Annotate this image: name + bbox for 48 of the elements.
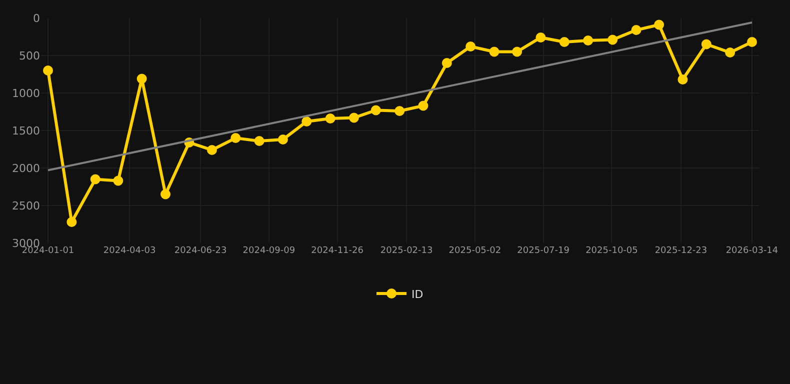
point: [442, 58, 452, 68]
y-tick-label: 1000: [12, 86, 40, 100]
point: [583, 36, 594, 46]
x-tick-label: 2025-10-05: [586, 246, 638, 256]
point: [394, 106, 405, 116]
x-tick-label: 2024-04-03: [103, 246, 156, 256]
point: [302, 116, 312, 126]
x-tick-label: 2025-12-23: [654, 246, 708, 256]
point: [466, 42, 476, 52]
point: [370, 105, 381, 116]
point: [701, 39, 712, 50]
x-tick-label: 2026-03-14: [726, 246, 778, 256]
x-tick-label: 2025-02-13: [380, 246, 433, 256]
y-tick-label: 2000: [12, 162, 40, 175]
x-tick-label: 2024-09-09: [242, 246, 296, 256]
point: [631, 25, 642, 35]
point: [90, 174, 100, 184]
point: [608, 34, 618, 45]
point: [43, 66, 54, 76]
point: [489, 46, 500, 57]
point: [418, 100, 428, 111]
point: [113, 176, 124, 186]
point: [559, 37, 570, 47]
x-tick-label: 2025-07-19: [517, 246, 570, 256]
point: [678, 74, 688, 84]
point: [536, 32, 546, 42]
point: [654, 20, 664, 30]
point: [136, 74, 147, 84]
point: [725, 48, 736, 58]
y-tick-label: 2500: [12, 199, 40, 212]
y-tick-label: 500: [19, 49, 40, 62]
point: [230, 133, 241, 143]
y-tick-label: 0: [33, 12, 40, 25]
y-tick-label: 1500: [12, 124, 40, 138]
x-tick-label: 2024-01-01: [22, 246, 74, 256]
point: [348, 112, 359, 123]
x-tick-label: 2024-06-23: [174, 246, 227, 256]
point: [66, 217, 77, 227]
x-tick-label: 2024-11-26: [311, 246, 364, 256]
point: [278, 134, 288, 144]
point: [325, 114, 336, 124]
point: [512, 46, 522, 57]
point: [206, 145, 217, 155]
legend-label: ID: [412, 288, 424, 301]
x-tick-label: 2025-05-02: [448, 246, 502, 256]
point: [746, 37, 757, 47]
point: [254, 136, 264, 146]
point: [160, 189, 170, 200]
